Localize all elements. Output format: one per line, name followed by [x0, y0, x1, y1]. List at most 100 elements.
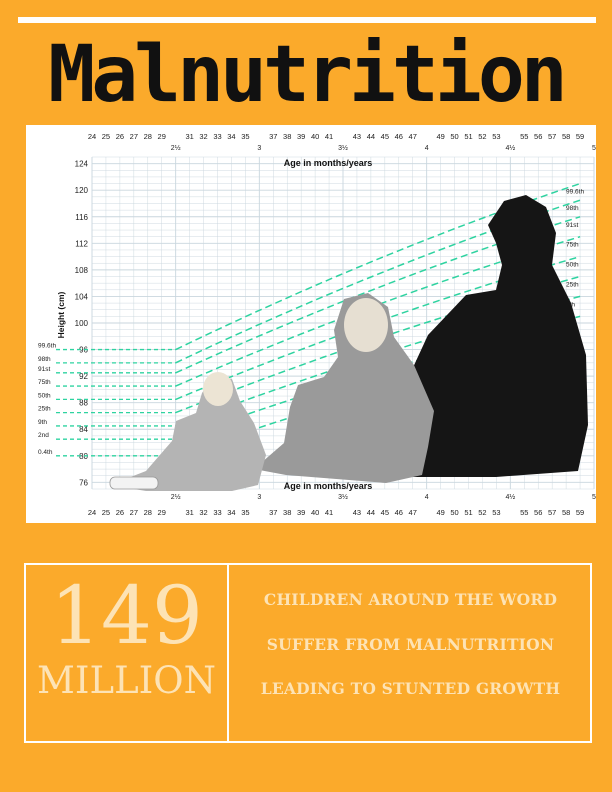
month-tick-bottom: 51 — [464, 508, 472, 517]
percentile-label-left: 75th — [38, 379, 51, 386]
percentile-label-left: 2nd — [38, 432, 49, 439]
month-tick-bottom: 35 — [241, 508, 249, 517]
stat-box: 149 MILLION CHILDREN AROUND THE WORD SUF… — [24, 563, 592, 743]
month-tick-bottom: 43 — [353, 508, 361, 517]
x-axis-title-bottom: Age in months/years — [284, 481, 373, 491]
y-tick-label: 116 — [75, 213, 88, 222]
stat-line-1: CHILDREN AROUND THE WORD — [263, 590, 558, 609]
year-tick-bottom: 3½ — [338, 493, 348, 501]
month-tick-bottom: 52 — [478, 508, 486, 517]
month-tick-bottom: 44 — [367, 508, 375, 517]
seated-children-photo — [109, 195, 588, 491]
month-tick-top: 51 — [464, 132, 472, 141]
month-tick-bottom: 41 — [325, 508, 333, 517]
child-head-medium — [344, 298, 388, 352]
percentile-label-left: 91st — [38, 366, 50, 373]
percentile-label-right: 75th — [566, 242, 579, 249]
y-tick-label: 84 — [79, 425, 88, 434]
month-tick-bottom: 26 — [116, 508, 124, 517]
year-tick-top: 5 — [592, 145, 596, 152]
percentile-label-left: 9th — [38, 419, 47, 426]
month-tick-top: 59 — [576, 132, 584, 141]
month-tick-top: 57 — [548, 132, 556, 141]
month-tick-top: 56 — [534, 132, 542, 141]
month-tick-bottom: 28 — [144, 508, 152, 517]
month-tick-bottom: 58 — [562, 508, 570, 517]
month-tick-bottom: 24 — [88, 508, 96, 517]
month-tick-top: 35 — [241, 132, 249, 141]
month-tick-bottom: 59 — [576, 508, 584, 517]
percentile-label-left: 50th — [38, 392, 51, 399]
month-tick-top: 31 — [185, 132, 193, 141]
month-tick-bottom: 27 — [130, 508, 138, 517]
month-tick-top: 44 — [367, 132, 375, 141]
year-tick-top: 3 — [257, 145, 261, 152]
child-silhouette-large — [318, 195, 588, 477]
stat-divider — [227, 565, 229, 741]
sandal-shoes — [109, 476, 159, 490]
month-tick-top: 43 — [353, 132, 361, 141]
month-tick-top: 39 — [297, 132, 305, 141]
stat-number: 149 — [50, 569, 203, 662]
y-tick-label: 76 — [79, 478, 88, 487]
month-tick-bottom: 32 — [199, 508, 207, 517]
month-tick-top: 49 — [436, 132, 444, 141]
month-tick-bottom: 31 — [185, 508, 193, 517]
month-tick-top: 52 — [478, 132, 486, 141]
y-tick-label: 92 — [79, 372, 88, 381]
year-tick-bottom: 4 — [425, 494, 429, 501]
month-tick-top: 47 — [409, 132, 417, 141]
percentile-label-left: 0.4th — [38, 449, 53, 456]
month-tick-top: 41 — [325, 132, 333, 141]
page-title: Malnutrition — [48, 30, 568, 120]
month-tick-top: 26 — [116, 132, 124, 141]
year-tick-bottom: 2½ — [171, 493, 181, 501]
month-tick-top: 34 — [227, 132, 235, 141]
percentile-label-right: 25th — [566, 282, 579, 289]
month-tick-bottom: 29 — [158, 508, 166, 517]
month-tick-bottom: 57 — [548, 508, 556, 517]
year-tick-top: 2½ — [171, 144, 181, 152]
percentile-label-left: 25th — [38, 406, 51, 413]
month-tick-top: 53 — [492, 132, 500, 141]
month-tick-bottom: 45 — [381, 508, 389, 517]
month-tick-top: 28 — [144, 132, 152, 141]
year-tick-top: 4 — [425, 145, 429, 152]
child-photo-medium — [254, 293, 434, 483]
month-tick-bottom: 37 — [269, 508, 277, 517]
y-axis-title: Height (cm) — [56, 291, 66, 338]
year-tick-top: 4½ — [505, 144, 515, 152]
year-tick-top: 3½ — [338, 144, 348, 152]
stat-line-2: SUFFER FROM MALNUTRITION — [266, 635, 555, 654]
stat-line-3: LEADING TO STUNTED GROWTH — [260, 679, 561, 698]
month-tick-bottom: 33 — [213, 508, 221, 517]
month-tick-top: 29 — [158, 132, 166, 141]
month-tick-bottom: 46 — [395, 508, 403, 517]
month-tick-bottom: 25 — [102, 508, 110, 517]
month-tick-top: 27 — [130, 132, 138, 141]
percentile-label-left: 98th — [38, 356, 51, 363]
month-tick-bottom: 50 — [450, 508, 458, 517]
month-tick-top: 25 — [102, 132, 110, 141]
top-rule — [18, 17, 596, 23]
month-tick-top: 33 — [213, 132, 221, 141]
month-tick-bottom: 34 — [227, 508, 235, 517]
child-head-small — [203, 372, 233, 406]
percentile-label-right: 91st — [566, 222, 578, 229]
month-tick-top: 38 — [283, 132, 291, 141]
month-tick-bottom: 55 — [520, 508, 528, 517]
growth-chart-svg: 124 120 116 112 108 104 100 96 92 88 84 80 76 24 25 26 2… — [38, 132, 596, 517]
percentile-label-right: 99.6th — [566, 189, 584, 196]
month-tick-bottom: 40 — [311, 508, 319, 517]
month-tick-top: 32 — [199, 132, 207, 141]
year-tick-bottom: 5 — [592, 494, 596, 501]
month-tick-bottom: 49 — [436, 508, 444, 517]
month-tick-top: 45 — [381, 132, 389, 141]
y-tick-label: 112 — [75, 239, 88, 248]
month-tick-top: 50 — [450, 132, 458, 141]
percentile-label-left: 99.6th — [38, 343, 56, 350]
y-tick-label: 100 — [75, 319, 89, 328]
y-tick-label: 96 — [79, 346, 88, 355]
percentile-label-right: 98th — [566, 205, 579, 212]
month-tick-bottom: 39 — [297, 508, 305, 517]
